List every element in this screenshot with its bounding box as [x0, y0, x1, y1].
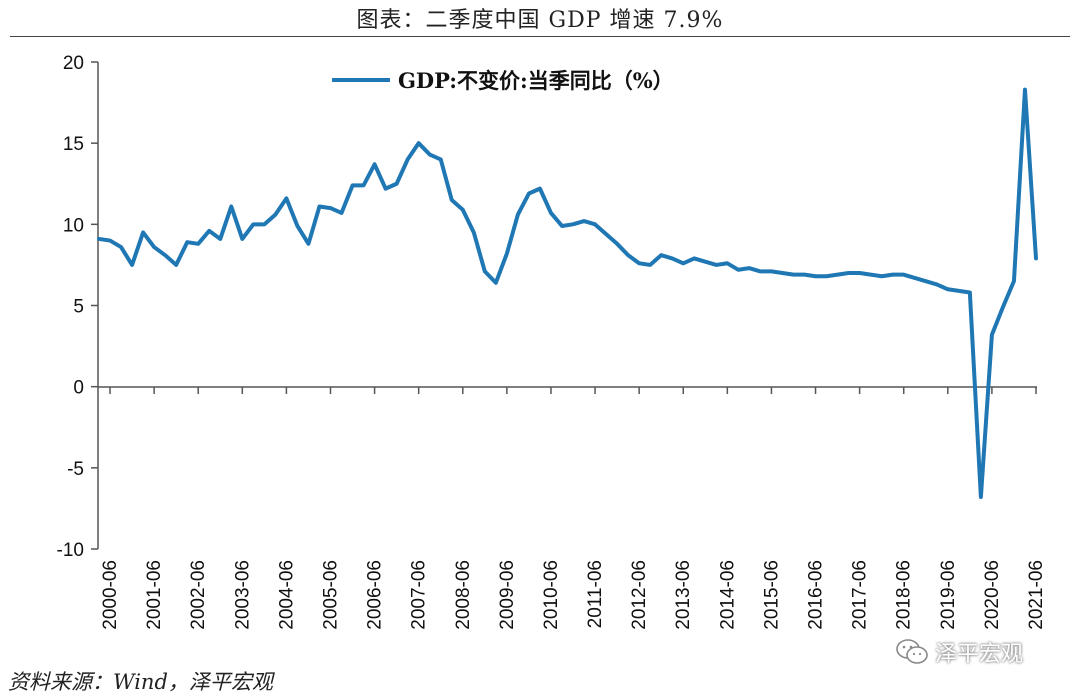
x-tick-label: 2005-06	[320, 560, 341, 630]
source-note: 资料来源：Wind，泽平宏观	[8, 670, 273, 694]
x-tick-label: 2009-06	[497, 560, 518, 630]
y-tick-label: 15	[63, 134, 84, 155]
x-tick-label: 2019-06	[938, 560, 959, 630]
y-tick-label: 20	[63, 53, 84, 74]
x-tick-label: 2015-06	[761, 560, 782, 630]
x-tick-label: 2017-06	[850, 560, 871, 630]
y-tick-label: -10	[57, 540, 84, 561]
y-tick-label: 0	[73, 378, 84, 399]
x-tick-label: 2000-06	[100, 560, 121, 630]
series-layer	[97, 87, 1038, 500]
x-tick-label: 2002-06	[188, 560, 209, 630]
x-tick-label: 2001-06	[144, 560, 165, 630]
axes: -10 -5 0 5 10 15 20 2000-06 2001-06 2002-06 2003-0…	[57, 53, 1047, 630]
y-tick-label: 10	[63, 215, 84, 236]
legend: GDP:不变价:当季同比（%）	[332, 68, 674, 93]
legend-label: GDP:不变价:当季同比（%）	[398, 68, 674, 93]
x-tick-label: 2011-06	[585, 560, 606, 628]
x-tick-label: 2012-06	[629, 560, 650, 630]
x-tick-label: 2003-06	[232, 560, 253, 630]
x-tick-label: 2010-06	[541, 560, 562, 630]
x-tick-label: 2014-06	[717, 560, 738, 630]
y-tick-label: 5	[73, 297, 84, 318]
x-tick-label: 2018-06	[894, 560, 915, 630]
watermark-text: 泽平宏观	[935, 642, 1024, 667]
chart-title: 图表：二季度中国 GDP 增速 7.9%	[356, 8, 724, 33]
x-tick-label: 2016-06	[806, 560, 827, 630]
x-tick-label: 2013-06	[673, 560, 694, 630]
x-tick-label: 2008-06	[453, 560, 474, 630]
x-tick-label: 2020-06	[982, 560, 1003, 630]
x-tick-label: 2006-06	[365, 560, 386, 630]
wechat-icon	[896, 639, 928, 664]
x-tick-label: 2021-06	[1026, 560, 1047, 630]
y-tick-label: -5	[67, 459, 84, 480]
watermark: 泽平宏观	[895, 637, 1023, 667]
title-rule	[10, 36, 1070, 37]
x-tick-label: 2004-06	[276, 560, 297, 630]
series-line-gdp	[97, 87, 1038, 500]
x-tick-label: 2007-06	[409, 560, 430, 630]
